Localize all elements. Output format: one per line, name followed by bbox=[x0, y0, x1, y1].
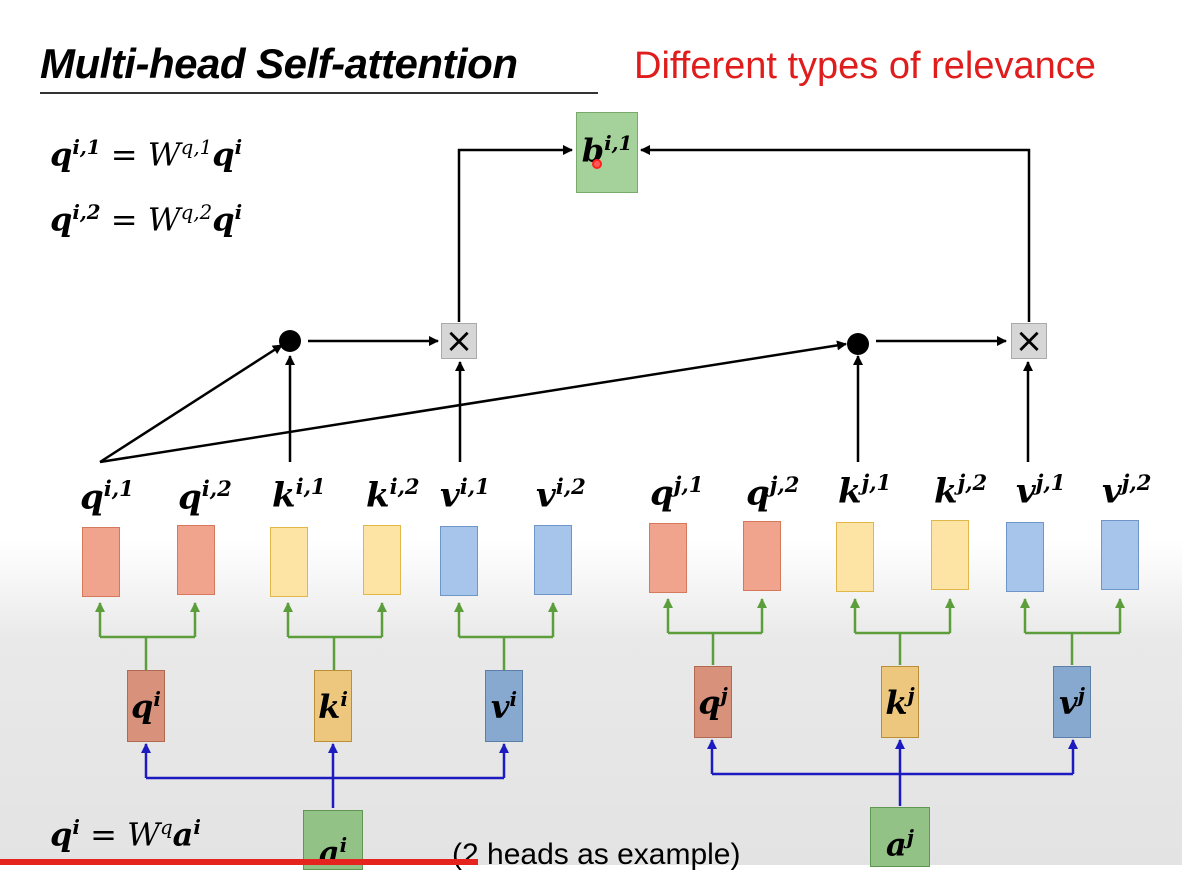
video-progress-bar[interactable] bbox=[0, 859, 478, 865]
formula-q-i1: qi,1 = Wq,1qi bbox=[50, 135, 243, 174]
vector-q-i1 bbox=[82, 527, 120, 597]
label-k-i: ki bbox=[318, 687, 348, 726]
slide-subtitle: Different types of relevance bbox=[634, 45, 1096, 87]
vector-k-j2 bbox=[931, 520, 969, 590]
vector-v-j bbox=[1053, 666, 1091, 738]
dot-product-node-2 bbox=[847, 333, 869, 355]
label-a-j: aj bbox=[886, 825, 914, 864]
label-q-i: qi bbox=[131, 687, 161, 726]
label-q-j1: qj,1 bbox=[650, 472, 704, 514]
arrow-q-i1-to-dot-1 bbox=[99, 343, 283, 464]
input-vector-a-j bbox=[870, 807, 930, 867]
formula-q-i: qi = Wqai bbox=[50, 815, 201, 854]
vector-k-j1 bbox=[836, 522, 874, 592]
multiply-node-1: × bbox=[441, 323, 477, 359]
vector-v-i1 bbox=[440, 526, 478, 596]
vector-k-i bbox=[314, 670, 352, 742]
vector-q-j1 bbox=[649, 523, 687, 593]
output-vector-b-i1 bbox=[576, 112, 638, 193]
output-label-b-i1: bi,1 bbox=[581, 131, 633, 170]
vector-k-j bbox=[881, 666, 919, 738]
label-k-j1: kj,1 bbox=[838, 470, 892, 512]
example-note: (2 heads as example) bbox=[452, 838, 741, 871]
arrow-mult-2-to-b bbox=[640, 145, 1031, 322]
vector-v-i bbox=[485, 670, 523, 742]
vector-k-i2 bbox=[363, 525, 401, 595]
arrow-mult-1-to-b bbox=[457, 145, 573, 322]
label-k-j2: kj,2 bbox=[934, 470, 988, 512]
slide-title: Multi-head Self-attention bbox=[40, 40, 518, 87]
title-underline bbox=[40, 92, 598, 94]
label-v-i: vi bbox=[490, 687, 518, 726]
vector-q-i bbox=[127, 670, 165, 742]
label-q-j: qj bbox=[698, 683, 728, 722]
vector-q-j2 bbox=[743, 521, 781, 591]
label-k-i1: ki,1 bbox=[272, 474, 326, 516]
label-k-j: kj bbox=[885, 683, 915, 722]
vector-k-i1 bbox=[270, 527, 308, 597]
vector-q-j bbox=[694, 666, 732, 738]
label-k-i2: ki,2 bbox=[366, 474, 420, 516]
label-v-j1: vj,1 bbox=[1016, 470, 1066, 512]
dot-product-node-1 bbox=[279, 330, 301, 352]
label-v-i1: vi,1 bbox=[440, 474, 490, 516]
vector-q-i2 bbox=[177, 525, 215, 595]
mouse-cursor-indicator bbox=[592, 159, 602, 169]
label-v-j: vj bbox=[1059, 683, 1085, 722]
multiply-node-2: × bbox=[1011, 323, 1047, 359]
label-q-j2: qj,2 bbox=[746, 472, 800, 514]
label-v-j2: vj,2 bbox=[1102, 470, 1152, 512]
vector-v-j2 bbox=[1101, 520, 1139, 590]
vector-v-i2 bbox=[534, 525, 572, 595]
arrow-q-i1-to-dot-2 bbox=[99, 340, 847, 464]
vector-v-j1 bbox=[1006, 522, 1044, 592]
label-q-i1: qi,1 bbox=[80, 476, 134, 518]
label-q-i2: qi,2 bbox=[178, 476, 232, 518]
label-v-i2: vi,2 bbox=[536, 474, 586, 516]
formula-q-i2: qi,2 = Wq,2qi bbox=[50, 200, 243, 239]
